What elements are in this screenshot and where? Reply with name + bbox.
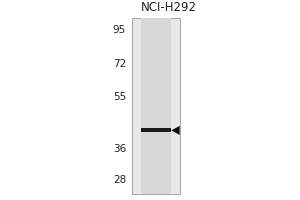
Text: 95: 95 (113, 25, 126, 35)
Text: 55: 55 (113, 92, 126, 102)
Bar (141, 18, 171, 194)
Text: 72: 72 (113, 59, 126, 69)
Text: 36: 36 (113, 144, 126, 154)
Polygon shape (171, 126, 180, 135)
Text: NCI-H292: NCI-H292 (141, 1, 197, 14)
Bar (141, 128, 171, 132)
Text: 28: 28 (113, 175, 126, 185)
Bar (132, 18, 180, 194)
